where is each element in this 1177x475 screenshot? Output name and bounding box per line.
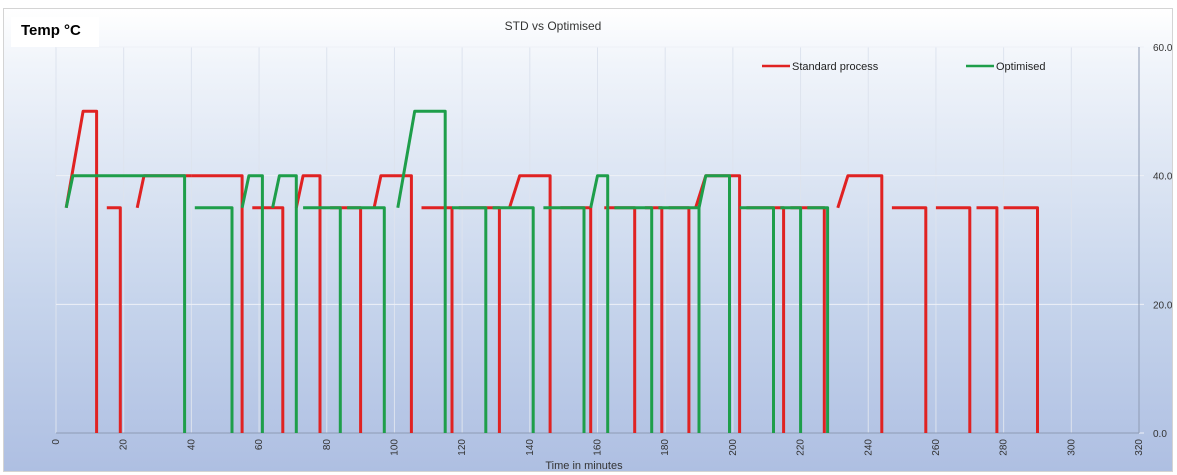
legend: Standard process Optimised (762, 61, 1046, 73)
x-tick-label: 200 (728, 439, 739, 456)
standard-process-segment (560, 206, 593, 433)
x-tick-label: 20 (119, 439, 130, 451)
optimised-segment (396, 109, 447, 433)
y-axis-title: Temp °C (11, 17, 99, 47)
optimised-segment (780, 206, 803, 433)
optimised-segment (658, 206, 701, 433)
chart-frame (3, 8, 1173, 472)
x-tick-label: 180 (660, 439, 671, 456)
x-tick-label: 0 (51, 439, 62, 445)
x-tick-label: 300 (1066, 439, 1077, 456)
optimised-segment (347, 206, 386, 433)
standard-process-segment (252, 206, 285, 433)
optimised-segment (697, 174, 731, 433)
optimised-segment (739, 206, 775, 433)
standard-process-segment (644, 206, 664, 433)
optimised-segment (194, 206, 234, 433)
series-optimised (64, 109, 830, 433)
standard-process-segment (935, 206, 972, 433)
standard-process-segment (790, 206, 826, 433)
x-tick-label: 260 (931, 439, 942, 456)
standard-process-segment (458, 206, 501, 433)
optimised-segment (271, 174, 298, 433)
x-tick-label: 280 (999, 439, 1010, 456)
standard-process-segment (294, 174, 322, 433)
optimised-segment (303, 206, 342, 433)
standard-process-segment (836, 174, 884, 433)
y-tick-label: 0.0 (1153, 429, 1167, 440)
optimised-segment (614, 206, 654, 433)
x-tick-label: 220 (796, 439, 807, 456)
optimised-segment (240, 174, 264, 433)
standard-process-segment (191, 174, 244, 433)
standard-process-segment (508, 174, 552, 433)
optimised-segment (543, 206, 586, 433)
y-tick-label: 20.0 (1153, 300, 1173, 311)
x-tick-label: 320 (1134, 439, 1145, 456)
optimised-segment (492, 206, 535, 433)
y-tick-label: 60.0 (1153, 43, 1173, 54)
standard-process-segment (1003, 206, 1039, 433)
standard-process-segment (372, 174, 413, 433)
standard-process-segment (668, 206, 691, 433)
legend-label-standard: Standard process (792, 61, 879, 73)
grid-layer (55, 46, 1144, 434)
legend-label-optimised: Optimised (996, 61, 1046, 73)
x-tick-label: 100 (389, 439, 400, 456)
y-tick-label: 40.0 (1153, 172, 1173, 183)
standard-process-segment (891, 206, 928, 433)
optimised-segment (452, 206, 488, 433)
standard-process-segment (64, 109, 99, 433)
x-tick-label: 140 (525, 439, 536, 456)
standard-process-segment (746, 206, 786, 433)
standard-process-segment (976, 206, 999, 433)
x-tick-label: 40 (186, 439, 197, 451)
x-tick-label: 240 (863, 439, 874, 456)
optimised-segment (589, 174, 610, 433)
x-tick-label: 120 (457, 439, 468, 456)
standard-process-segment (330, 206, 363, 433)
x-tick-label: 80 (322, 439, 333, 451)
chart-title: STD vs Optimised (505, 19, 602, 33)
axis-layer: 0 20 40 60 80 100 120 140 160 180 200 220 240 260 280 3… (51, 43, 1173, 456)
x-tick-label: 60 (254, 439, 265, 451)
standard-process-segment (106, 206, 122, 433)
optimised-segment (64, 174, 187, 433)
series-layer (64, 109, 1039, 433)
x-tick-label: 160 (593, 439, 604, 456)
x-axis-title: Time in minutes (545, 460, 623, 472)
optimised-segment (807, 206, 830, 433)
series-standard-process (64, 109, 1039, 433)
standard-process-segment (421, 206, 454, 433)
